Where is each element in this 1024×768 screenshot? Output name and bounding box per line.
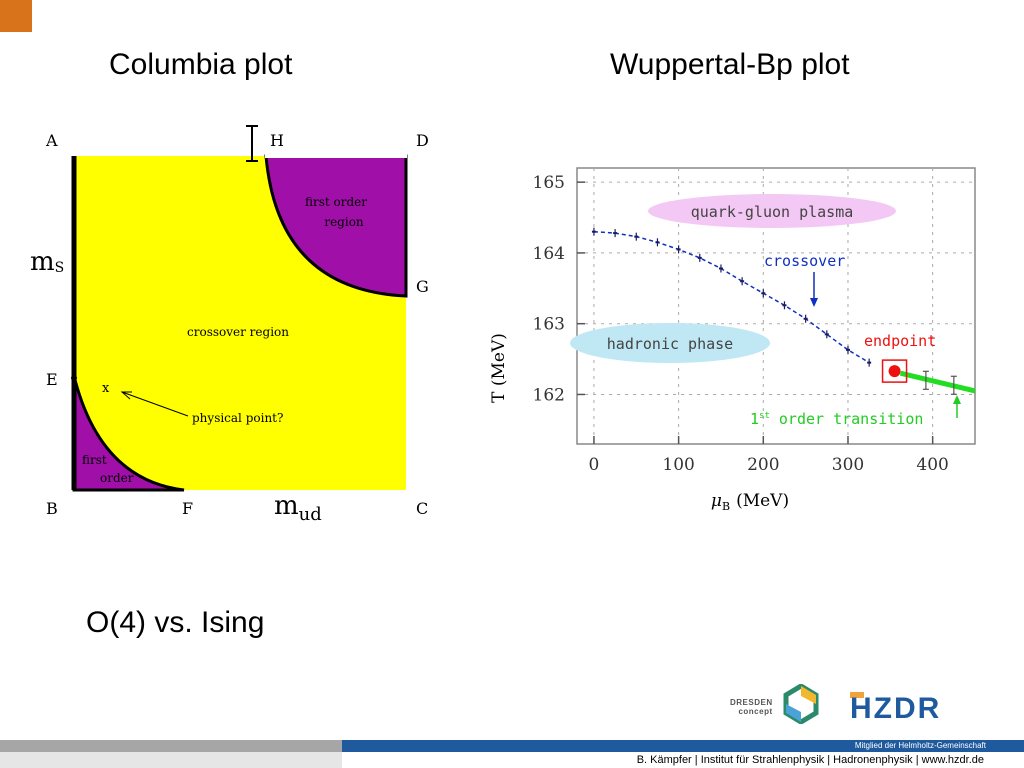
- footer-bottom-white: [342, 752, 1024, 768]
- corner-label-h: H: [270, 131, 284, 150]
- crossover-region-label: crossover region: [187, 325, 289, 339]
- y-tick-label: 163: [533, 315, 565, 335]
- y-tick-label: 165: [533, 173, 565, 193]
- subtitle-o4-vs-ising: O(4) vs. Ising: [86, 606, 265, 639]
- qgp-label: quark-gluon plasma: [691, 203, 854, 221]
- axis-label-mud: mud: [274, 491, 322, 525]
- wuppertal-chart: 162 163 164 165 0 100 200 300 400 quark-gluon pl…: [489, 167, 976, 513]
- endpoint-label: endpoint: [864, 332, 936, 350]
- physical-point-label: physical point?: [192, 411, 283, 425]
- series-line-0: [593, 230, 870, 364]
- x-tick-label: 0: [589, 455, 600, 475]
- corner-label-a: A: [45, 131, 58, 150]
- hadronic-label: hadronic phase: [607, 335, 733, 353]
- point-e-marker: [71, 375, 77, 381]
- dresden-concept-logo-icon: [783, 684, 819, 724]
- physical-point-arrow: [121, 391, 189, 417]
- series-line-1: [899, 370, 976, 394]
- footer-gray-bar: [0, 740, 342, 752]
- corner-label-f: F: [182, 499, 193, 518]
- title-wuppertal-plot: Wuppertal-Bp plot: [610, 48, 850, 81]
- footer-blue-bar: [342, 740, 1024, 752]
- first-order-region-top: [264, 154, 408, 298]
- crossover-label: crossover: [764, 252, 845, 270]
- title-columbia-plot: Columbia plot: [109, 48, 293, 81]
- corner-label-g: G: [416, 277, 429, 296]
- qgp-ellipse: [648, 194, 896, 228]
- corner-label-d: D: [416, 131, 429, 150]
- dresden-concept-text: DRESDEN concept: [730, 698, 773, 716]
- x-tick-label: 300: [832, 455, 864, 475]
- chart-series: [591, 227, 976, 395]
- y-axis-label: T (MeV): [489, 333, 509, 403]
- first-order-transition-label: 1st order transition: [750, 410, 923, 428]
- corner-label-e: E: [46, 370, 58, 389]
- chart-grid: 162 163 164 165 0 100 200 300 400: [533, 167, 976, 475]
- helmholtz-membership-text: Mitglied der Helmholtz-Gemeinschaft: [854, 741, 986, 750]
- hzdr-logo: HZDR: [850, 692, 941, 720]
- corner-label-b: B: [46, 499, 58, 518]
- x-tick-label: 400: [916, 455, 948, 475]
- top-border-mask: [265, 154, 407, 158]
- axis-label-ms: mS: [30, 247, 64, 277]
- first-order-top-label-2: region: [324, 215, 364, 229]
- x-tick-label: 200: [747, 455, 779, 475]
- hadronic-ellipse: [570, 323, 770, 363]
- endpoint-marker: [888, 365, 901, 378]
- physical-point-marker: x: [102, 381, 110, 396]
- orange-corner-square: [0, 0, 32, 32]
- first-order-bottom-label-1: first: [82, 453, 107, 467]
- columbia-plot-diagram: A H D G E B F C mS mud first order regio…: [30, 125, 429, 525]
- svg-text:HZDR: HZDR: [850, 692, 941, 720]
- endpoint-box: [881, 359, 908, 383]
- footer-bottom-gray: [0, 752, 342, 768]
- first-order-top-label-1: first order: [305, 195, 367, 209]
- x-tick-label: 100: [662, 455, 694, 475]
- corner-label-c: C: [416, 499, 428, 518]
- y-tick-label: 162: [533, 385, 565, 405]
- first-order-bottom-label-2: order: [100, 471, 134, 485]
- footer-credit-text: B. Kämpfer | Institut für Strahlenphysik…: [636, 754, 984, 766]
- first-order-region-bottom: [72, 375, 185, 492]
- plot-frame: [576, 167, 976, 445]
- y-tick-label: 164: [533, 244, 565, 264]
- x-axis-label: μB (MeV): [711, 491, 789, 513]
